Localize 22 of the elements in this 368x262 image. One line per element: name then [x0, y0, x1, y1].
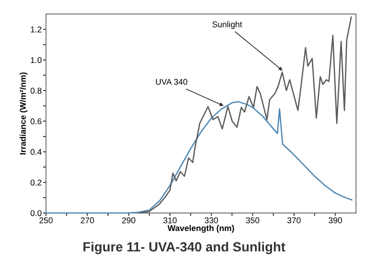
text: Figure 11- UVA-340 and Sunlight	[83, 242, 286, 254]
y-tick-label: 0.8	[30, 88, 42, 94]
x-tick-label: 330	[204, 217, 218, 224]
x-tick-label: 270	[80, 217, 94, 224]
x-axis-title: Wavelength (nm)	[168, 224, 234, 233]
x-tick-label: 350	[246, 217, 260, 224]
y-tick-label: 0.4	[30, 148, 42, 155]
line-series	[45, 101, 352, 214]
x-tick-label: 250	[39, 217, 53, 224]
x-tick-label: 370	[287, 217, 301, 224]
y-tick-label: 0.6	[30, 118, 42, 124]
y-tick-label: 1.2	[30, 26, 42, 32]
x-tick-label: 390	[328, 217, 342, 224]
line-series	[138, 16, 352, 214]
x-tick-label: 310	[163, 217, 177, 224]
y-tick-label: 0.2	[30, 180, 42, 186]
y-axis-title: Irradiance (W/m²/nm)	[20, 72, 28, 154]
annotation: Sunlight	[212, 21, 242, 29]
y-tick-label: 1.0	[30, 57, 42, 64]
annotation: UVA 340	[156, 78, 188, 85]
x-tick-label: 290	[122, 217, 136, 224]
y-tick-label: 0.0	[30, 210, 42, 216]
